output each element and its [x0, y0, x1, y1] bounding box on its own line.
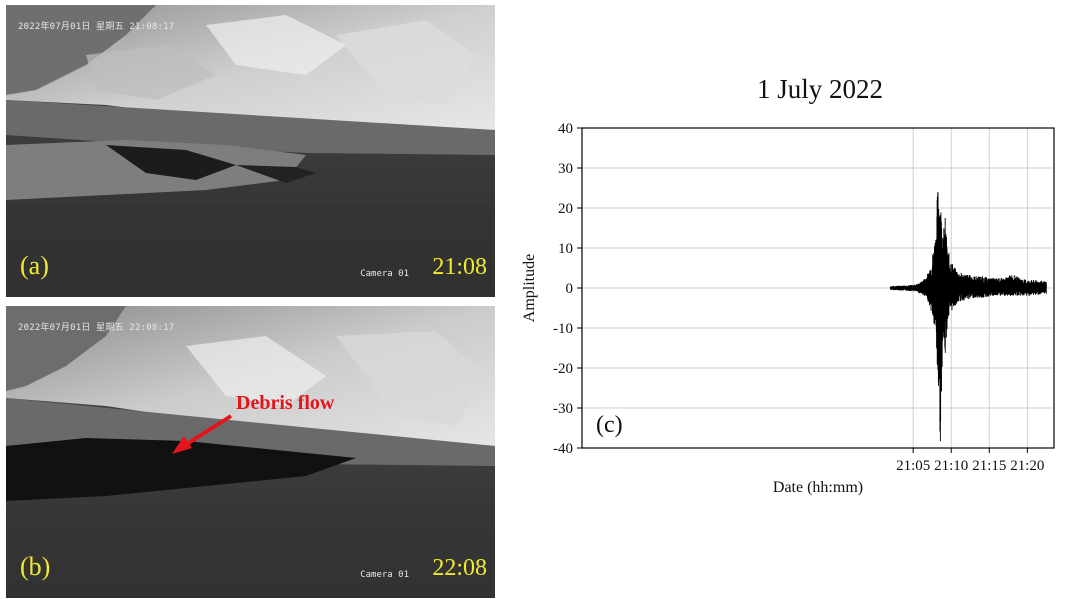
chart-title: 1 July 2022 — [757, 74, 883, 104]
amplitude-series-line — [889, 191, 1047, 442]
panel-time-b: 22:08 — [432, 555, 487, 581]
camera-timestamp: 2022年07月01日 星期五 21:08:17 — [18, 22, 175, 32]
x-tick-label: 21:20 — [1010, 458, 1044, 474]
panel-label-a: (a) — [20, 251, 49, 280]
camera-photo-a: 2022年07月01日 星期五 21:08:17 Camera 01 (a) 2… — [6, 5, 495, 297]
x-tick-label: 21:10 — [934, 458, 968, 474]
x-tick-label: 21:15 — [972, 458, 1006, 474]
y-tick-label: -40 — [553, 441, 573, 457]
y-tick-label: -10 — [553, 321, 573, 337]
y-tick-label: 0 — [566, 281, 574, 297]
camera-timestamp: 2022年07月01日 星期五 22:08:17 — [18, 323, 175, 333]
panel-label-c: (c) — [596, 412, 623, 438]
photo-scene-a — [6, 5, 495, 297]
plot-frame — [581, 127, 1055, 449]
panel-label-b: (b) — [20, 552, 51, 581]
x-axis-label: Date (hh:mm) — [773, 479, 863, 496]
y-tick-label: 20 — [558, 201, 573, 217]
annotation-arrowhead — [172, 436, 192, 454]
y-tick-label: -30 — [553, 401, 573, 417]
camera-photo-b: 2022年07月01日 星期五 22:08:17 Debris flow Cam… — [6, 306, 495, 598]
camera-label: Camera 01 — [360, 570, 409, 580]
panel-time-a: 21:08 — [432, 254, 487, 280]
x-axis-ticks: 21:05 21:10 21:15 21:20 — [896, 448, 1044, 474]
y-tick-label: 30 — [558, 161, 573, 177]
x-tick-label: 21:05 — [896, 458, 930, 474]
y-axis-label: Amplitude — [521, 254, 538, 322]
y-axis-ticks: -40 -30 -20 -10 0 10 20 30 40 — [553, 121, 582, 457]
y-tick-label: 40 — [558, 121, 573, 137]
debris-flow-annotation: Debris flow — [236, 392, 335, 414]
photo-scene-b — [6, 306, 495, 598]
y-tick-label: -20 — [553, 361, 573, 377]
y-tick-label: 10 — [558, 241, 573, 257]
seismic-trace — [889, 191, 1047, 442]
camera-label: Camera 01 — [360, 269, 409, 279]
